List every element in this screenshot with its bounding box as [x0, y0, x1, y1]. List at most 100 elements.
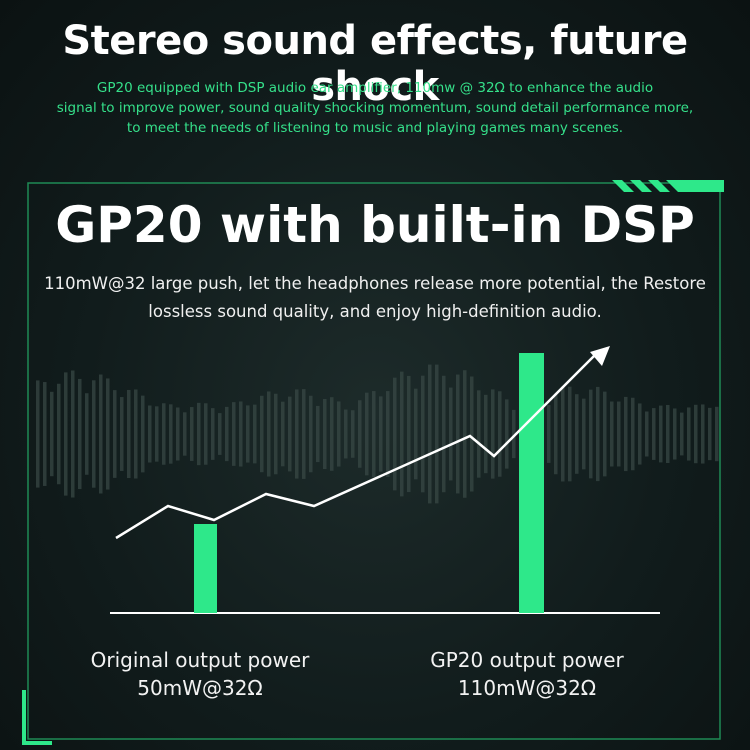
wave-bar: [414, 388, 418, 480]
wave-bar: [127, 389, 131, 479]
wave-bar: [421, 375, 425, 493]
arrow-head: [590, 346, 610, 366]
wave-bar: [386, 391, 390, 477]
panel-title: GP20 with built-in DSP: [55, 196, 695, 254]
wave-bar: [638, 403, 642, 465]
wave-bar: [694, 404, 698, 464]
wave-bar: [463, 370, 467, 498]
line: lossless sound quality, and enjoy high-d…: [148, 302, 602, 321]
line: signal to improve power, sound quality s…: [56, 100, 694, 116]
wave-bar: [547, 405, 551, 463]
wave-bar: [162, 403, 166, 465]
wave-bar: [512, 409, 516, 459]
wave-bar: [582, 398, 586, 470]
wave-bar: [50, 391, 54, 477]
wave-bar: [589, 389, 593, 479]
value: 50mW@32Ω: [137, 676, 263, 700]
wave-bar: [260, 395, 264, 473]
wave-bar: [393, 377, 397, 491]
wave-bar: [568, 386, 572, 482]
wave-bar: [106, 378, 110, 490]
wave-bar: [92, 380, 96, 488]
wave-bar: [295, 389, 299, 479]
wave-bar: [372, 391, 376, 477]
wave-bar: [267, 391, 271, 477]
wave-bar: [176, 407, 180, 461]
wave-bar: [183, 412, 187, 456]
wave-bar: [36, 380, 40, 488]
wave-bar: [85, 393, 89, 475]
wave-bar: [708, 407, 712, 461]
wave-bar: [680, 412, 684, 456]
line: to meet the needs of listening to music …: [126, 120, 624, 136]
wave-bar: [449, 387, 453, 481]
wave-bar: [456, 374, 460, 494]
wave-bar: [365, 392, 369, 476]
wave-bar: [442, 375, 446, 493]
wave-bar: [113, 390, 117, 478]
wave-bar: [281, 401, 285, 467]
value: 110mW@32Ω: [457, 676, 597, 700]
wave-bar: [323, 399, 327, 469]
wave-bar: [225, 406, 229, 462]
wave-bar: [344, 409, 348, 459]
wave-bar: [596, 386, 600, 482]
wave-bar: [141, 395, 145, 473]
panel-description: 110mW@32 large push, let the headphones …: [0, 270, 750, 326]
wave-bar: [477, 390, 481, 478]
corner: [22, 690, 52, 745]
stripes: [612, 180, 724, 192]
wave-bar: [316, 405, 320, 463]
wave-bar: [470, 376, 474, 492]
wave-bar: [400, 371, 404, 497]
wave-bar: [64, 372, 68, 496]
wave-bar: [379, 396, 383, 472]
bar: [519, 353, 544, 613]
wave-bar: [358, 400, 362, 468]
wave-bar: [309, 395, 313, 473]
line: 110mW@32 large push, let the headphones …: [44, 274, 706, 293]
wave-bar: [134, 389, 138, 479]
wave-bar: [274, 393, 278, 475]
wave-bar: [491, 389, 495, 479]
wave-bar: [288, 396, 292, 472]
wave-bar: [155, 406, 159, 462]
label: Original output power: [90, 648, 310, 672]
wave-bar: [78, 378, 82, 490]
trend-line: [115, 353, 597, 540]
wave-bar: [120, 397, 124, 471]
wave-bar: [617, 401, 621, 467]
wave-bar: [631, 397, 635, 471]
wave-bar: [43, 382, 47, 486]
wave-bar: [246, 405, 250, 463]
wave-bar: [659, 405, 663, 463]
wave-bar: [687, 407, 691, 461]
line: GP20 equipped with DSP audio ear amplifi…: [96, 80, 654, 96]
wave-bar: [71, 370, 75, 498]
wave-bar: [505, 399, 509, 469]
wave-bar: [624, 396, 628, 472]
wave-bar: [701, 404, 705, 464]
wave-bar: [351, 410, 355, 458]
wave-bar: [57, 383, 61, 485]
wave-bar: [148, 405, 152, 463]
wave-bar: [239, 401, 243, 467]
wave-bar: [715, 406, 719, 462]
wave-bar: [190, 407, 194, 461]
wave-bar: [204, 403, 208, 465]
wave-bar: [253, 404, 257, 464]
wave-bar: [197, 402, 201, 466]
wave-bar: [211, 408, 215, 460]
wave-bar: [407, 375, 411, 493]
wave-bar: [484, 394, 488, 474]
wave-bar: [428, 364, 432, 504]
wave-bar: [330, 397, 334, 471]
wave-bar: [645, 411, 649, 457]
wave-bar: [232, 402, 236, 466]
wave-bar: [673, 408, 677, 460]
title: Stereo sound effects, future shock: [62, 18, 688, 110]
wave-bar: [169, 404, 173, 464]
label: GP20 output power: [430, 648, 624, 672]
